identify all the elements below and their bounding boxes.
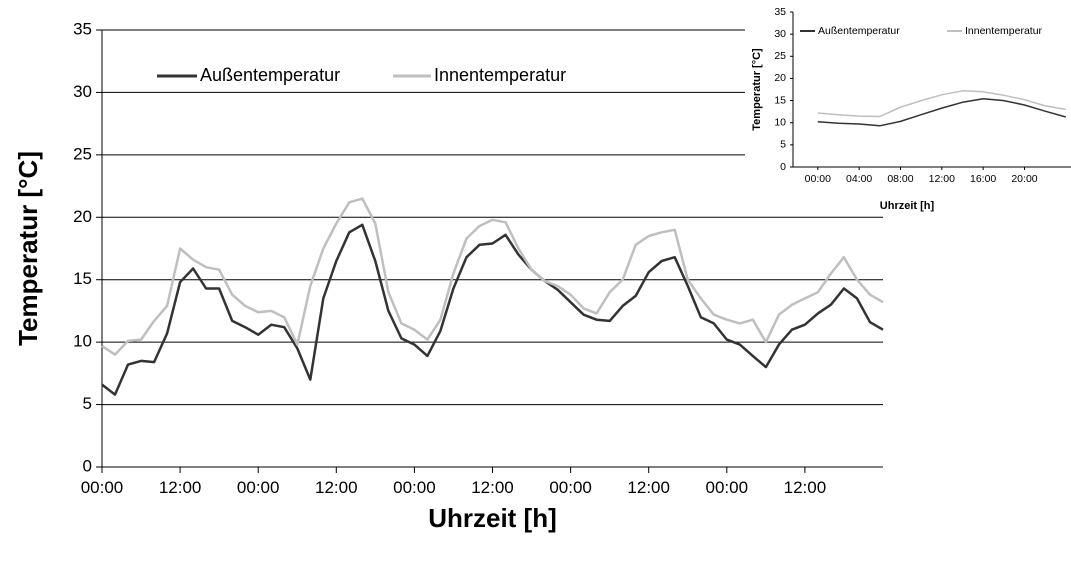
y-tick-label: 35 [774, 6, 786, 18]
y-tick-label: 0 [83, 456, 92, 475]
y-tick-label: 25 [774, 50, 786, 62]
y-axis-title: Temperatur [°C] [751, 48, 763, 131]
x-tick-label: 12:00 [159, 478, 202, 497]
chart-background [745, 0, 1071, 216]
x-axis-title: Uhrzeit [h] [880, 200, 935, 212]
data-line [101, 197, 884, 356]
y-tick-label: 20 [774, 72, 786, 84]
x-tick-label: 00:00 [393, 478, 436, 497]
y-tick-label: 10 [73, 332, 92, 351]
y-tick-label: 5 [780, 139, 786, 151]
x-tick-label: 16:00 [970, 173, 996, 185]
y-tick-label: 5 [83, 394, 92, 413]
x-tick-label: 00:00 [706, 478, 749, 497]
x-tick-label: 20:00 [1011, 173, 1037, 185]
y-tick-label: 0 [780, 161, 786, 173]
y-tick-label: 20 [73, 207, 92, 226]
x-tick-label: 04:00 [846, 173, 872, 185]
data-line [817, 90, 1066, 118]
x-tick-label: 00:00 [237, 478, 280, 497]
x-tick-label: 08:00 [887, 173, 913, 185]
y-tick-label: 10 [774, 116, 786, 128]
x-tick-label: 12:00 [627, 478, 670, 497]
x-tick-label: 12:00 [315, 478, 358, 497]
y-tick-label: 30 [774, 28, 786, 40]
chart: 0 5 10 15 20 25 30 35 00:00 04:00 08:00 12:00 16:00 2… [745, 0, 1071, 216]
x-tick-label: 12:00 [471, 478, 514, 497]
x-tick-label: 00:00 [805, 173, 831, 185]
legend-label: Außentemperatur [200, 65, 340, 85]
y-axis-title: Temperatur [°C] [13, 151, 43, 346]
y-tick-label: 35 [73, 19, 92, 38]
x-tick-label: 12:00 [784, 478, 827, 497]
legend-label: Außentemperatur [818, 25, 900, 37]
x-tick-label: 00:00 [549, 478, 592, 497]
x-tick-label: 12:00 [929, 173, 955, 185]
x-tick-label: 00:00 [81, 478, 124, 497]
y-tick-label: 25 [73, 144, 92, 163]
y-tick-label: 15 [774, 94, 786, 106]
y-tick-label: 30 [73, 82, 92, 101]
legend-label: Innentemperatur [434, 65, 566, 85]
data-line [101, 223, 884, 396]
x-axis-title: Uhrzeit [h] [428, 503, 557, 533]
legend-label: Innentemperatur [965, 25, 1043, 37]
y-tick-label: 15 [73, 269, 92, 288]
data-line [817, 98, 1067, 127]
